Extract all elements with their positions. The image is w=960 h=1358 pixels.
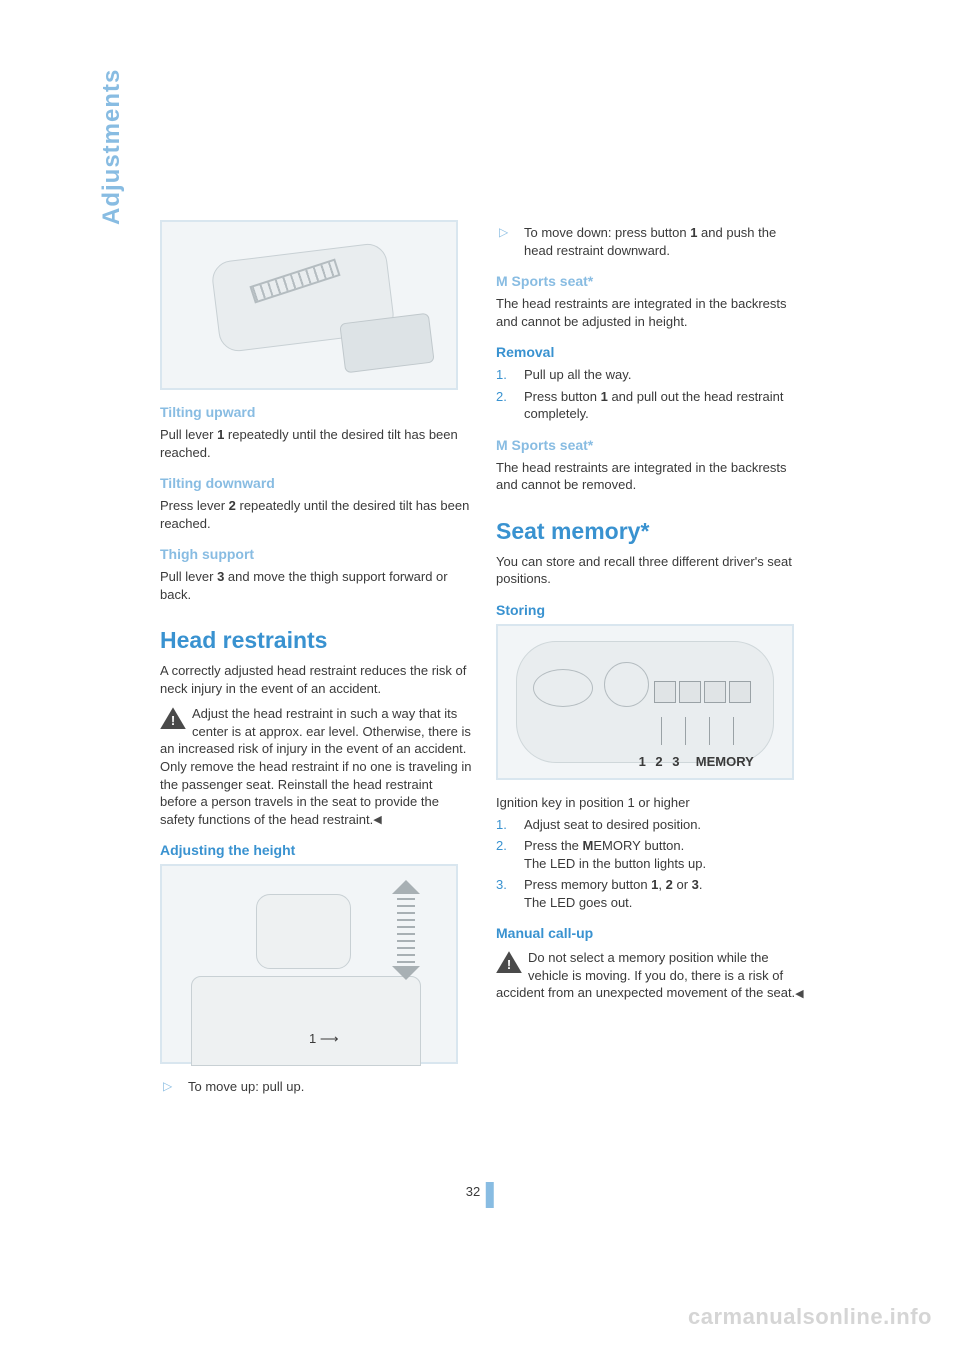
end-marker-icon: ◀ [795, 987, 803, 1002]
storing-step-1: 1.Adjust seat to desired position. [496, 816, 808, 834]
storing-step-2: 2. Press the MEMORY button. The LED in t… [496, 837, 808, 872]
head-restraint-warning: Adjust the head restraint in such a way … [160, 705, 472, 828]
storing-heading: Storing [496, 602, 808, 618]
move-up-item: To move up: pull up. [160, 1078, 472, 1096]
seat-memory-intro: You can store and recall three different… [496, 553, 808, 588]
manual-callup-warning: Do not select a memory position while th… [496, 949, 808, 1002]
seat-memory-heading: Seat memory* [496, 518, 808, 545]
headrest-illustration: 1 ⟶ [160, 864, 458, 1064]
warning-icon [496, 951, 522, 973]
end-marker-icon: ◀ [373, 813, 381, 828]
thigh-support-heading: Thigh support [160, 546, 472, 562]
page-number: 32 [466, 1184, 494, 1208]
tilting-upward-heading: Tilting upward [160, 404, 472, 420]
storing-step-3: 3. Press memory button 1, 2 or 3. The LE… [496, 876, 808, 911]
m-sports-seat-heading-1: M Sports seat* [496, 273, 808, 289]
head-restraints-intro: A correctly adjusted head restraint redu… [160, 662, 472, 697]
content-columns: Tilting upward Pull lever 1 repeatedly u… [160, 220, 840, 1100]
watermark: carmanualsonline.info [688, 1304, 932, 1330]
thigh-support-text: Pull lever 3 and move the thigh support … [160, 568, 472, 603]
manual-callup-heading: Manual call-up [496, 925, 808, 941]
right-column: To move down: press button 1 and push th… [496, 220, 808, 1100]
page: Adjustments Tilting upward Pull lever 1 … [0, 0, 960, 1358]
move-up-list: To move up: pull up. [160, 1078, 472, 1096]
m-sports-seat-text-2: The head restraints are integrated in th… [496, 459, 808, 494]
left-column: Tilting upward Pull lever 1 repeatedly u… [160, 220, 472, 1100]
tilting-downward-heading: Tilting downward [160, 475, 472, 491]
memory-buttons-illustration: 1 2 3 MEMORY [496, 624, 794, 780]
section-label: Adjustments [98, 69, 126, 225]
ignition-note: Ignition key in position 1 or higher [496, 794, 808, 812]
removal-heading: Removal [496, 344, 808, 360]
removal-steps: 1.Pull up all the way. 2. Press button 1… [496, 366, 808, 423]
page-number-bar [486, 1182, 494, 1208]
m-sports-seat-heading-2: M Sports seat* [496, 437, 808, 453]
warning-icon [160, 707, 186, 729]
removal-step-1: 1.Pull up all the way. [496, 366, 808, 384]
storing-steps: 1.Adjust seat to desired position. 2. Pr… [496, 816, 808, 912]
m-sports-seat-text-1: The head restraints are integrated in th… [496, 295, 808, 330]
seat-lever-illustration [160, 220, 458, 390]
tilting-downward-text: Press lever 2 repeatedly until the desir… [160, 497, 472, 532]
tilting-upward-text: Pull lever 1 repeatedly until the desire… [160, 426, 472, 461]
removal-step-2: 2. Press button 1 and pull out the head … [496, 388, 808, 423]
move-down-item: To move down: press button 1 and push th… [496, 224, 808, 259]
adjusting-height-heading: Adjusting the height [160, 842, 472, 858]
move-down-list: To move down: press button 1 and push th… [496, 224, 808, 259]
head-restraints-heading: Head restraints [160, 627, 472, 654]
